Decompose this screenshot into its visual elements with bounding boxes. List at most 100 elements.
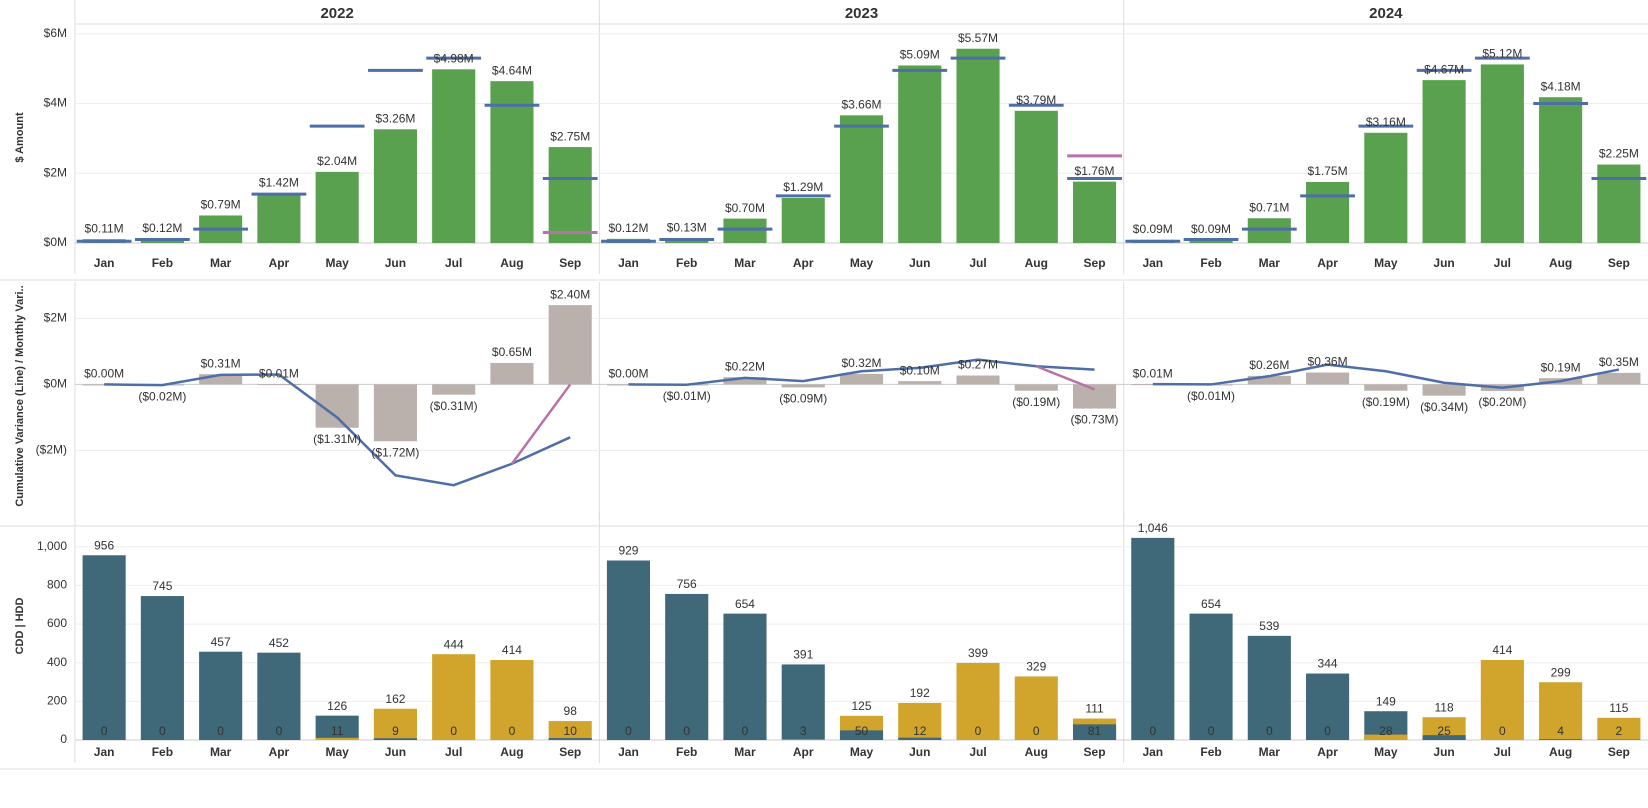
data-label: 0 (509, 724, 516, 738)
data-label: 0 (276, 724, 283, 738)
bar (1248, 218, 1291, 243)
bar (1423, 384, 1466, 395)
bar (956, 376, 999, 385)
data-label: $0.79M (201, 198, 241, 212)
x-tick-label: Sep (1084, 745, 1106, 759)
data-label: 344 (1318, 657, 1338, 671)
x-tick-label: Sep (1084, 256, 1106, 270)
x-tick-label: Aug (500, 256, 523, 270)
data-label: ($0.19M) (1362, 395, 1410, 409)
data-label: 0 (101, 724, 108, 738)
x-tick-label: May (1374, 256, 1398, 270)
bar (432, 384, 475, 394)
y-tick-label: 200 (47, 694, 67, 708)
data-label: $2.25M (1599, 147, 1639, 161)
x-tick-label: Apr (269, 256, 290, 270)
x-tick-label: Mar (210, 256, 232, 270)
bar (782, 198, 825, 243)
x-tick-label: Sep (1608, 256, 1630, 270)
data-label: 149 (1376, 694, 1396, 708)
data-label: $2.75M (550, 129, 590, 143)
data-label: 0 (1499, 724, 1506, 738)
data-label: $4.98M (434, 51, 474, 65)
x-tick-label: Aug (1025, 256, 1048, 270)
x-tick-label: Feb (676, 745, 697, 759)
facet-title: 2023 (845, 5, 878, 22)
data-label: ($0.09M) (779, 392, 827, 406)
bar (782, 384, 825, 387)
data-label: $0.22M (725, 359, 765, 373)
bar (1539, 739, 1582, 740)
data-label: 956 (94, 538, 114, 552)
bar (956, 49, 999, 243)
data-label: 756 (677, 577, 697, 591)
data-label: $0.01M (1133, 366, 1173, 380)
data-label: $0.31M (201, 356, 241, 370)
x-tick-label: Sep (559, 256, 581, 270)
data-label: $5.12M (1482, 47, 1522, 61)
data-label: $0.10M (900, 363, 940, 377)
data-label: 4 (1557, 724, 1564, 738)
data-label: $0.00M (84, 367, 124, 381)
data-label: 329 (1026, 660, 1046, 674)
x-tick-label: Jan (1142, 745, 1163, 759)
data-label: 0 (217, 724, 224, 738)
bar (665, 594, 708, 740)
data-label: 10 (564, 724, 578, 738)
x-tick-label: Mar (210, 745, 232, 759)
data-label: 162 (385, 692, 405, 706)
data-label: 399 (968, 646, 988, 660)
data-label: ($0.01M) (1187, 389, 1235, 403)
bar (1423, 80, 1466, 243)
x-tick-label: Jan (1142, 256, 1163, 270)
y-axis-label: CDD | HDD (14, 598, 26, 655)
data-label: 929 (618, 544, 638, 558)
data-label: $0.09M (1133, 222, 1173, 236)
data-label: ($0.02M) (138, 389, 186, 403)
data-label: ($0.19M) (1012, 395, 1060, 409)
x-tick-label: Sep (559, 745, 581, 759)
x-tick-label: Aug (1549, 256, 1572, 270)
y-axis-label: $ Amount (14, 112, 26, 163)
data-label: 115 (1609, 701, 1628, 715)
bar (1073, 182, 1116, 243)
y-tick-label: $4M (44, 96, 67, 110)
x-tick-label: May (325, 256, 349, 270)
bar (549, 738, 592, 740)
data-label: $0.12M (142, 221, 182, 235)
data-label: 125 (851, 699, 871, 713)
bar (1539, 97, 1582, 243)
data-label: $0.32M (841, 356, 881, 370)
data-label: $1.76M (1075, 164, 1115, 178)
data-label: 452 (269, 636, 289, 650)
x-tick-label: Mar (734, 256, 756, 270)
bar (1481, 64, 1524, 243)
bar (1306, 182, 1349, 243)
bar (840, 374, 883, 385)
bar (1015, 111, 1058, 243)
data-label: ($0.73M) (1071, 413, 1119, 427)
data-label: $0.11M (85, 221, 124, 235)
bar (607, 560, 650, 740)
data-label: $4.18M (1541, 79, 1581, 93)
y-tick-label: $2M (44, 165, 67, 179)
x-tick-label: Jan (94, 745, 115, 759)
data-label: $1.42M (259, 176, 299, 190)
data-label: 3 (800, 724, 807, 738)
y-tick-label: ($2M) (36, 443, 67, 457)
bar (1364, 133, 1407, 243)
bar (1131, 538, 1174, 740)
data-label: $0.19M (1541, 360, 1581, 374)
data-label: $1.29M (783, 180, 823, 194)
data-label: ($0.01M) (663, 389, 711, 403)
bar (374, 738, 417, 740)
x-tick-label: May (1374, 745, 1398, 759)
data-label: $0.12M (608, 221, 648, 235)
facet-title: 2022 (320, 5, 353, 22)
x-tick-label: Jun (385, 256, 406, 270)
data-label: 9 (392, 724, 399, 738)
data-label: 12 (913, 724, 927, 738)
data-label: 457 (211, 635, 231, 649)
x-tick-label: Jan (618, 256, 639, 270)
